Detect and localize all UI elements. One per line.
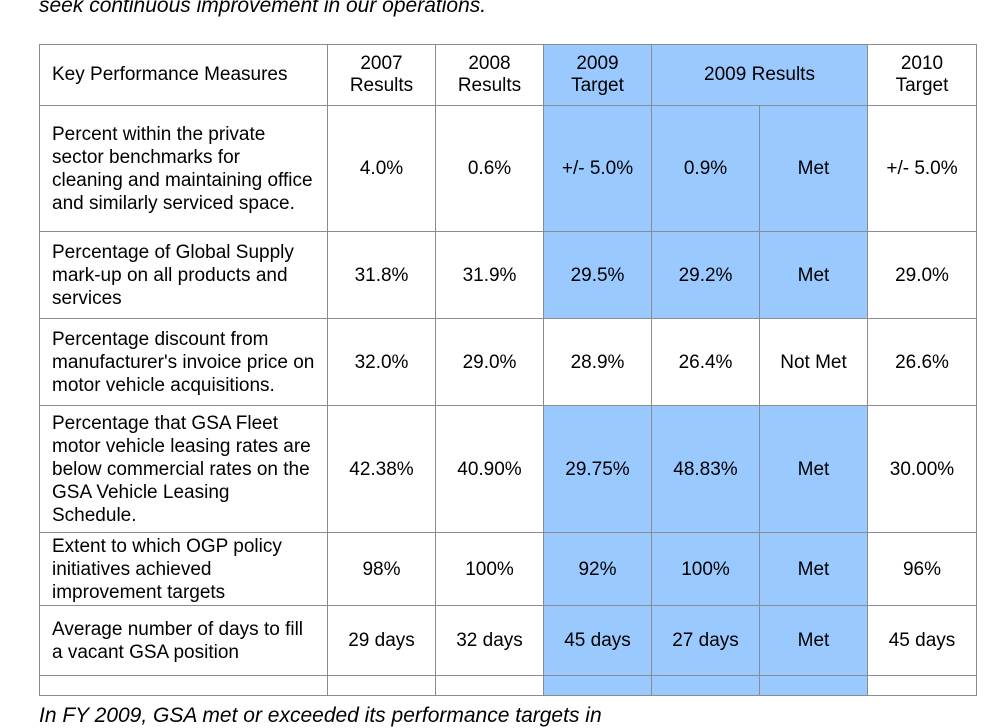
header-2010-target: 2010 Target xyxy=(867,44,977,106)
result-2008-cell: 100% xyxy=(435,532,544,606)
status-2009-cell: Met xyxy=(759,605,868,676)
outro-text: In FY 2009, GSA met or exceeded its perf… xyxy=(39,704,602,727)
performance-table: Key Performance Measures 2007 Results 200… xyxy=(39,44,977,696)
target-2009-cell: 28.9% xyxy=(543,318,652,406)
result-2007-cell: 42.38% xyxy=(327,405,436,533)
result-2009-cell: 26.4% xyxy=(651,318,760,406)
result-2009-cell: 27 days xyxy=(651,605,760,676)
target-2010-cell: 96% xyxy=(867,532,977,606)
table-row: Percentage discount from manufacturer's … xyxy=(39,318,977,406)
result-2008-cell: 0.6% xyxy=(435,105,544,232)
target-2009-cell: 29.75% xyxy=(543,405,652,533)
result-2008-cell: 29.0% xyxy=(435,318,544,406)
result-2007-cell: 32.0% xyxy=(327,318,436,406)
intro-text: seek continuous improvement in our opera… xyxy=(39,0,487,17)
table-row-spacer xyxy=(39,675,977,696)
result-2009-cell: 29.2% xyxy=(651,231,760,319)
header-2008-results: 2008 Results xyxy=(435,44,544,106)
status-2009-cell: Met xyxy=(759,105,868,232)
result-2008-cell: 32 days xyxy=(435,605,544,676)
measure-cell: Percentage that GSA Fleet motor vehicle … xyxy=(39,405,328,533)
target-2009-cell: +/- 5.0% xyxy=(543,105,652,232)
result-2009-cell: 48.83% xyxy=(651,405,760,533)
target-2009-cell: 92% xyxy=(543,532,652,606)
result-2008-cell: 40.90% xyxy=(435,405,544,533)
measure-cell: Average number of days to fill a vacant … xyxy=(39,605,328,676)
status-2009-cell: Met xyxy=(759,231,868,319)
empty-cell xyxy=(327,675,436,696)
result-2007-cell: 4.0% xyxy=(327,105,436,232)
target-2009-cell: 29.5% xyxy=(543,231,652,319)
header-measures: Key Performance Measures xyxy=(39,44,328,106)
header-2009-results: 2009 Results xyxy=(651,44,868,106)
result-2008-cell: 31.9% xyxy=(435,231,544,319)
header-row: Key Performance Measures 2007 Results 200… xyxy=(39,44,977,106)
empty-cell xyxy=(435,675,544,696)
measure-cell: Extent to which OGP policy initiatives a… xyxy=(39,532,328,606)
result-2009-cell: 0.9% xyxy=(651,105,760,232)
result-2007-cell: 29 days xyxy=(327,605,436,676)
empty-cell xyxy=(39,675,328,696)
target-2010-cell: 26.6% xyxy=(867,318,977,406)
target-2010-cell: +/- 5.0% xyxy=(867,105,977,232)
status-2009-cell: Met xyxy=(759,405,868,533)
empty-cell xyxy=(759,675,868,696)
header-2009-target: 2009 Target xyxy=(543,44,652,106)
table-row: Extent to which OGP policy initiatives a… xyxy=(39,532,977,606)
target-2009-cell: 45 days xyxy=(543,605,652,676)
empty-cell xyxy=(651,675,760,696)
table-row: Percentage that GSA Fleet motor vehicle … xyxy=(39,405,977,533)
measure-cell: Percent within the private sector benchm… xyxy=(39,105,328,232)
result-2007-cell: 31.8% xyxy=(327,231,436,319)
empty-cell xyxy=(867,675,977,696)
empty-cell xyxy=(543,675,652,696)
result-2007-cell: 98% xyxy=(327,532,436,606)
status-2009-cell: Met xyxy=(759,532,868,606)
result-2009-cell: 100% xyxy=(651,532,760,606)
measure-cell: Percentage discount from manufacturer's … xyxy=(39,318,328,406)
target-2010-cell: 30.00% xyxy=(867,405,977,533)
target-2010-cell: 45 days xyxy=(867,605,977,676)
table-row: Percentage of Global Supply mark-up on a… xyxy=(39,231,977,319)
header-2007-results: 2007 Results xyxy=(327,44,436,106)
status-2009-cell: Not Met xyxy=(759,318,868,406)
target-2010-cell: 29.0% xyxy=(867,231,977,319)
table-row: Average number of days to fill a vacant … xyxy=(39,605,977,676)
table-row: Percent within the private sector benchm… xyxy=(39,105,977,232)
measure-cell: Percentage of Global Supply mark-up on a… xyxy=(39,231,328,319)
